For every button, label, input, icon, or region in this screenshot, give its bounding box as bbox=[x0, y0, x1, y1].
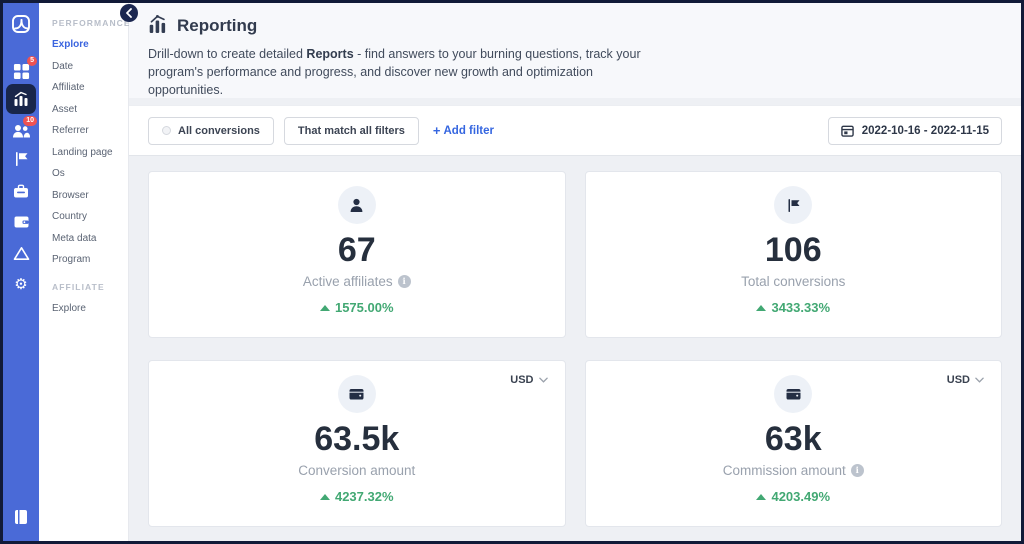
flag-icon bbox=[774, 186, 813, 224]
metric-value: 63k bbox=[764, 420, 822, 458]
page-title: Reporting bbox=[177, 16, 258, 35]
sidebar-menu: PERFORMANCE Explore Date Affiliate Asset… bbox=[39, 3, 131, 541]
sidebar-item-meta-data[interactable]: Meta data bbox=[52, 232, 97, 244]
payouts-wallet-icon[interactable] bbox=[3, 213, 39, 231]
metric-delta: 3433.33% bbox=[756, 300, 830, 315]
assets-briefcase-icon[interactable] bbox=[3, 182, 39, 200]
sidebar-item-browser[interactable]: Browser bbox=[52, 189, 89, 201]
metric-delta: 4203.49% bbox=[756, 489, 830, 504]
metric-label: Active affiliates bbox=[302, 274, 393, 290]
add-filter-button[interactable]: + Add filter bbox=[432, 123, 494, 138]
info-icon[interactable]: i bbox=[397, 275, 411, 289]
affiliates-badge: 10 bbox=[23, 116, 37, 127]
reporting-icon-active[interactable] bbox=[6, 84, 36, 114]
currency-select[interactable]: USD bbox=[947, 374, 984, 386]
metric-label: Total conversions bbox=[741, 274, 846, 290]
conversions-flag-icon[interactable] bbox=[3, 150, 39, 168]
sidebar-item-explore-performance[interactable]: Explore bbox=[52, 39, 89, 50]
conversion-scope-button[interactable]: All conversions bbox=[148, 116, 274, 145]
reporting-chart-icon bbox=[148, 14, 168, 38]
metric-label: Commission amount bbox=[722, 463, 846, 479]
calendar-icon bbox=[840, 125, 854, 137]
page-header: Reporting Drill-down to create detailed … bbox=[129, 3, 1021, 120]
sidebar-item-country[interactable]: Country bbox=[52, 211, 88, 222]
sidebar-item-program[interactable]: Program bbox=[52, 254, 91, 265]
card-active-affiliates: 67 Active affiliates i 1575.00% bbox=[148, 171, 566, 338]
chevron-left-icon bbox=[126, 8, 132, 18]
chevron-down-icon bbox=[538, 377, 548, 383]
plus-icon: + bbox=[432, 123, 441, 138]
user-icon bbox=[337, 186, 376, 224]
affiliates-icon[interactable]: 10 bbox=[3, 116, 39, 141]
metric-value: 63.5k bbox=[314, 420, 400, 458]
sidebar-item-asset[interactable]: Asset bbox=[52, 103, 78, 115]
arrow-up-icon bbox=[756, 304, 767, 311]
sidebar-item-affiliate[interactable]: Affiliate bbox=[52, 82, 85, 93]
sidebar-section-affiliate: AFFILIATE bbox=[52, 282, 105, 292]
header-toolbar-gap bbox=[129, 98, 1021, 105]
metrics-grid: 67 Active affiliates i 1575.00% bbox=[129, 156, 1021, 541]
page-description: Drill-down to create detailed Reports - … bbox=[148, 47, 641, 98]
wallet-icon bbox=[774, 375, 813, 413]
arrow-up-icon bbox=[319, 304, 330, 311]
scope-dot-icon bbox=[162, 126, 171, 135]
metric-label: Conversion amount bbox=[298, 463, 416, 479]
date-range-picker[interactable]: 2022-10-16 - 2022-11-15 bbox=[827, 116, 1002, 145]
card-conversion-amount: USD 63.5k Conversion amount 4237.32 bbox=[148, 360, 566, 527]
arrow-up-icon bbox=[756, 493, 767, 500]
card-commission-amount: USD 63k Commission amount i bbox=[584, 360, 1002, 527]
metric-value: 106 bbox=[764, 231, 822, 269]
sidebar-item-referrer[interactable]: Referrer bbox=[52, 125, 89, 136]
app-logo-icon[interactable] bbox=[3, 11, 39, 37]
settings-gear-icon[interactable]: ⚙ bbox=[14, 274, 28, 293]
docs-book-icon[interactable] bbox=[3, 507, 39, 527]
metric-value: 67 bbox=[337, 231, 376, 269]
filter-match-button[interactable]: That match all filters bbox=[283, 116, 419, 145]
metric-delta: 1575.00% bbox=[319, 300, 394, 315]
info-icon[interactable]: i bbox=[850, 464, 864, 478]
icon-rail: 5 10 bbox=[3, 3, 39, 541]
sidebar-item-landing-page[interactable]: Landing page bbox=[52, 146, 113, 158]
main-content: Reporting Drill-down to create detailed … bbox=[120, 3, 1021, 541]
currency-select[interactable]: USD bbox=[510, 374, 548, 386]
wallet-icon bbox=[337, 375, 376, 413]
integrations-triangle-icon[interactable] bbox=[3, 244, 39, 262]
arrow-up-icon bbox=[319, 493, 330, 500]
sidebar-item-os[interactable]: Os bbox=[52, 168, 65, 179]
sidebar-item-date[interactable]: Date bbox=[52, 60, 74, 72]
sidebar-collapse-button[interactable] bbox=[120, 4, 138, 22]
chevron-down-icon bbox=[975, 377, 984, 383]
dashboard-badge: 5 bbox=[27, 56, 37, 67]
sidebar-item-explore-affiliate[interactable]: Explore bbox=[52, 303, 86, 314]
metric-delta: 4237.32% bbox=[319, 489, 394, 504]
filter-toolbar: All conversions That match all filters +… bbox=[129, 105, 1021, 156]
dashboard-icon[interactable]: 5 bbox=[3, 56, 39, 81]
sidebar-section-performance: PERFORMANCE bbox=[52, 18, 131, 28]
card-total-conversions: 106 Total conversions 3433.33% bbox=[584, 171, 1002, 338]
